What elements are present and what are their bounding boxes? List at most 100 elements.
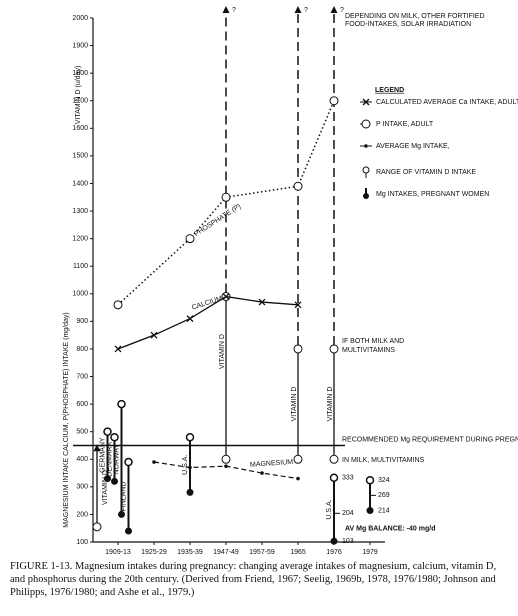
- y-tick-label: 900: [76, 318, 88, 325]
- annotation: PHOSPHATE (P): [193, 203, 242, 238]
- legend-title: LEGEND: [375, 87, 404, 94]
- x-tick-label: 1976: [326, 549, 342, 556]
- marker-x: [362, 98, 370, 106]
- mg-low: [104, 475, 111, 483]
- mg-range-name: FINLAND: [120, 482, 127, 512]
- marker-x: [294, 301, 302, 309]
- note: ?: [232, 7, 236, 14]
- mg-low: [111, 477, 118, 485]
- y-tick-label: 100: [76, 539, 88, 546]
- y-tick-label: 1200: [72, 235, 88, 242]
- mg-high: [329, 473, 339, 482]
- vitamin-d-label: VITAMIN D: [102, 470, 109, 505]
- marker-x: [114, 345, 122, 353]
- vitamin-d-high: [329, 344, 339, 354]
- mg-low-label: 103: [342, 538, 354, 545]
- mg-range-name: DENMARK: [106, 441, 113, 476]
- mg-low: [366, 507, 374, 515]
- marker-dot: [224, 464, 228, 468]
- mg-low-label: 214: [378, 507, 390, 514]
- y-tick-label: 1900: [72, 42, 88, 49]
- y-axis-label: MAGNESIUM INTAKE CALCIUM, P(PHOSPHATE) I…: [63, 312, 70, 527]
- y-tick-label: 300: [76, 484, 88, 491]
- vitamin-d-label: VITAMIN D: [219, 334, 226, 369]
- marker-circle: [113, 300, 123, 310]
- mg-mid-label: 269: [378, 492, 390, 499]
- y-tick-label: 1300: [72, 208, 88, 215]
- y-axis-label: VITAMIN D (u/day): [75, 66, 82, 125]
- mg-low: [125, 527, 132, 535]
- y-tick-label: 500: [76, 429, 88, 436]
- x-tick-label: 1925-29: [141, 549, 167, 556]
- y-tick-label: 1700: [72, 98, 88, 105]
- mg-range-name: NORWAY: [113, 444, 120, 475]
- arrowhead: [330, 6, 338, 13]
- y-tick-label: 1000: [72, 291, 88, 298]
- series-line: [117, 295, 299, 350]
- annotation: CALCIUM: [191, 295, 223, 311]
- mg-mid-label: 204: [342, 510, 354, 517]
- marker-x: [222, 293, 230, 301]
- annotation: IN MILK, MULTIVITAMINS: [342, 457, 425, 464]
- mg-range-name: U.S.A.: [326, 499, 333, 519]
- vitamin-d-low: [329, 454, 339, 464]
- y-tick-label: 2000: [72, 15, 88, 22]
- annotation: MULTIVITAMINS: [342, 347, 395, 354]
- y-tick-label: 400: [76, 456, 88, 463]
- mg-high: [103, 427, 112, 436]
- vitamin-d-label: VITAMIN D: [327, 387, 334, 422]
- marker-x: [186, 315, 194, 323]
- arrowhead: [294, 6, 302, 13]
- y-tick-label: 1400: [72, 180, 88, 187]
- legend-mg-circle: [363, 193, 369, 199]
- legend-label: Mg INTAKES, PREGNANT WOMEN: [376, 191, 489, 198]
- chart: DEPENDING ON MILK, OTHER FORTIFIED FOOD-…: [63, 6, 518, 556]
- caption: FIGURE 1-13. Magnesium intakes during pr…: [10, 561, 497, 598]
- note: ?: [304, 7, 308, 14]
- x-tick-label: 1957-59: [249, 549, 275, 556]
- y-tick-label: 600: [76, 401, 88, 408]
- mg-low: [330, 537, 338, 545]
- vitamin-d-label: VITAMIN D: [291, 387, 298, 422]
- note: ?: [340, 7, 344, 14]
- arrowhead: [93, 444, 101, 452]
- marker-x: [258, 298, 266, 306]
- marker-x: [150, 331, 158, 339]
- legend-label: AVERAGE Mg INTAKE,: [376, 143, 450, 150]
- marker-dot: [152, 460, 156, 464]
- marker-circle: [293, 181, 303, 191]
- x-tick-label: 1935-39: [177, 549, 203, 556]
- vitamin-d-low: [92, 522, 102, 532]
- mg-low: [118, 510, 125, 518]
- annotation: IF BOTH MILK AND: [342, 338, 404, 345]
- marker-circle: [185, 234, 195, 244]
- y-tick-label: 1100: [73, 263, 88, 270]
- marker-dot: [188, 465, 192, 470]
- mg-high-label: 324: [378, 477, 390, 484]
- marker-dot: [296, 476, 300, 481]
- mg-high: [117, 399, 126, 409]
- y-tick-label: 1500: [72, 153, 88, 160]
- legend-label: P INTAKE, ADULT: [376, 121, 434, 128]
- annotation: DEPENDING ON MILK, OTHER FORTIFIED: [345, 13, 485, 20]
- vitamin-d-high: [293, 344, 303, 354]
- marker-circle: [329, 96, 339, 106]
- vitamin-d-low: [221, 454, 231, 464]
- annotation: FOOD-INTAKES, SOLAR IRRADIATION: [345, 21, 471, 28]
- y-tick-label: 200: [76, 511, 88, 518]
- y-tick-label: 800: [76, 346, 88, 353]
- mg-high: [110, 432, 119, 442]
- mg-high: [124, 457, 133, 467]
- vitamin-d-low: [293, 454, 303, 464]
- mg-range-name: GERMANY: [99, 437, 106, 473]
- x-tick-label: 1965: [290, 549, 306, 556]
- marker-circle: [221, 192, 231, 202]
- legend-label: RANGE OF VITAMIN D INTAKE: [376, 169, 476, 176]
- marker-dot: [260, 471, 264, 475]
- y-tick-label: 700: [76, 373, 88, 380]
- y-tick-label: 1600: [72, 125, 88, 132]
- x-tick-label: 1979: [362, 549, 378, 556]
- legend-label: CALCULATED AVERAGE Ca INTAKE, ADULT: [376, 99, 518, 106]
- marker-circle: [361, 119, 371, 129]
